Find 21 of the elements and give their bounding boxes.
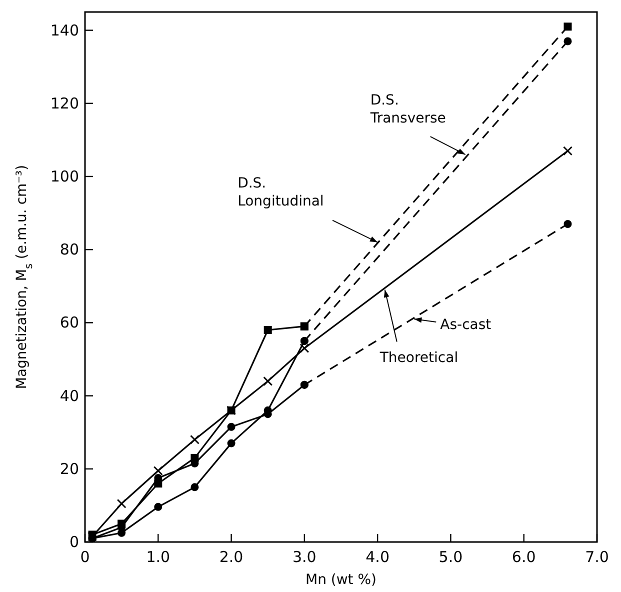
annotation: D.S. Transverse	[369, 92, 446, 127]
x-tick-label: 4.0	[366, 548, 390, 566]
x-tick-label: 3.0	[292, 548, 316, 566]
annotation: Theoretical	[378, 350, 458, 366]
y-tick-label: 100	[50, 167, 79, 186]
x-tick-label: 1.0	[146, 548, 170, 566]
x-tick-label: 0	[80, 548, 90, 566]
y-tick-label: 80	[60, 240, 79, 259]
annotation: D.S. Longitudinal	[238, 175, 324, 210]
y-tick-label: 120	[50, 94, 79, 112]
x-tick-label: 2.0	[219, 548, 244, 566]
annotation: As-cast	[440, 317, 492, 334]
x-tick-label: 6.0	[512, 548, 536, 566]
y-tick-label: 140	[50, 21, 79, 40]
y-tick-label: 60	[60, 314, 79, 332]
x-tick-label: 7.0	[585, 548, 609, 566]
y-tick-label: 40	[60, 386, 79, 405]
y-tick-label: 0	[69, 533, 79, 551]
y-tick-label: 20	[60, 460, 79, 478]
x-tick-label: 5.0	[438, 548, 463, 566]
x-axis-title: Mn (wt %)	[305, 572, 377, 588]
